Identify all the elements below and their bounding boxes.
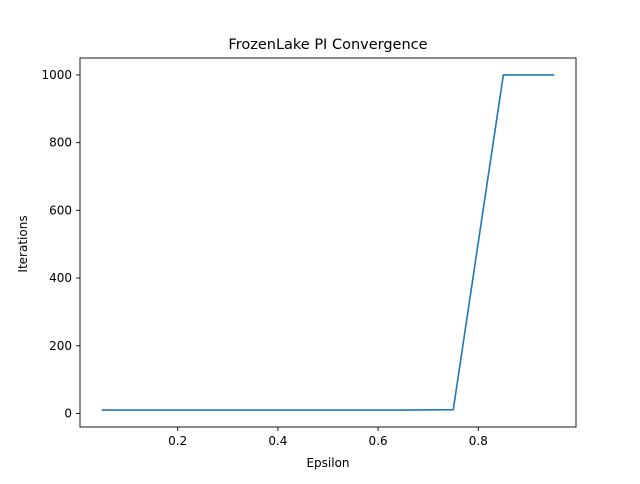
y-tick-label: 400 bbox=[49, 271, 72, 285]
plot-frame bbox=[79, 57, 577, 428]
x-tick-label: 0.4 bbox=[268, 434, 287, 448]
y-tick-label: 0 bbox=[64, 406, 72, 420]
series-line-1 bbox=[101, 74, 555, 411]
chart-title: FrozenLake PI Convergence bbox=[228, 37, 427, 53]
y-tick-label: 1000 bbox=[41, 68, 72, 82]
y-axis-label: Iterations bbox=[16, 215, 30, 272]
x-tick-label: 0.8 bbox=[469, 434, 488, 448]
x-tick-label: 0.2 bbox=[168, 434, 187, 448]
y-tick-label: 800 bbox=[49, 136, 72, 150]
x-tick-label: 0.6 bbox=[369, 434, 388, 448]
x-axis-label: Epsilon bbox=[306, 456, 349, 470]
axes: 0.2 0.4 0.6 0.8 0 200 400 600 800 1000 bbox=[41, 57, 577, 448]
y-tick-label: 600 bbox=[49, 203, 72, 217]
y-tick-label: 200 bbox=[49, 339, 72, 353]
